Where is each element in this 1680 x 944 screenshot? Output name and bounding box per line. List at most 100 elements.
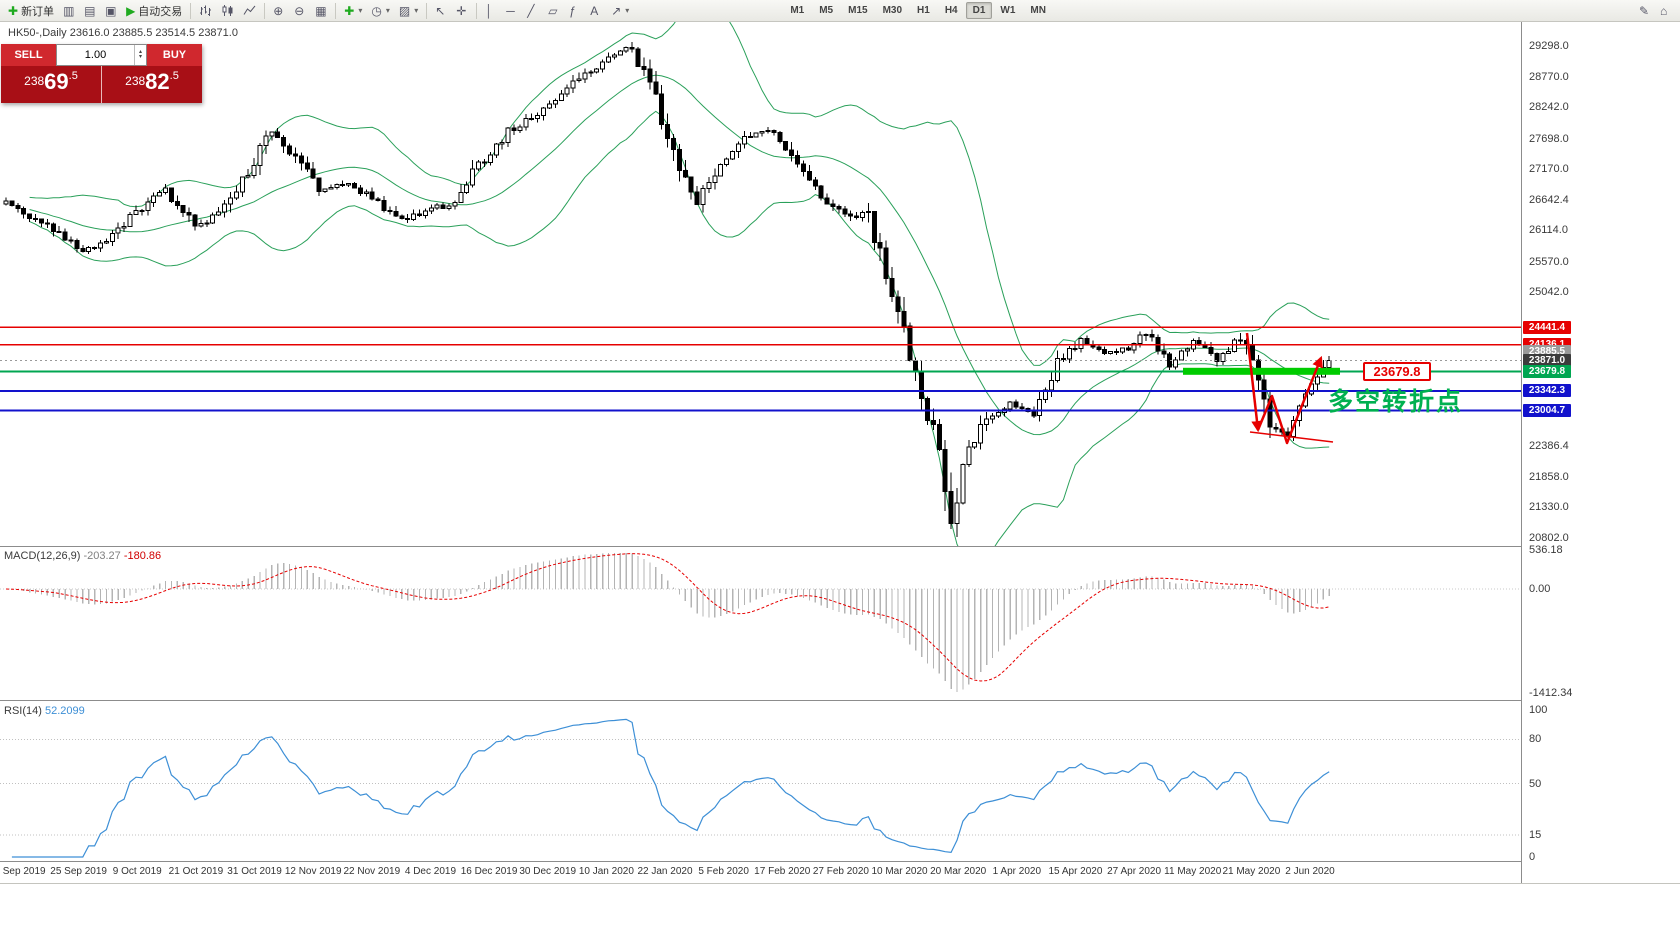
- spinner-down-icon[interactable]: ▾: [138, 54, 142, 60]
- new-order-icon: ✚: [8, 3, 19, 18]
- timeframe-mn[interactable]: MN: [1030, 5, 1046, 16]
- home-button[interactable]: ⌂: [1656, 2, 1676, 20]
- line-chart-button[interactable]: [239, 2, 260, 20]
- rsi-axis-label: 100: [1529, 704, 1548, 716]
- volume-field[interactable]: 1.00 ▴ ▾: [56, 44, 147, 66]
- pencil-icon: ✎: [1639, 3, 1650, 18]
- autotrading-play-icon: ▶: [126, 3, 136, 18]
- buy-price-prefix: 238: [125, 74, 146, 88]
- price-chart-canvas[interactable]: [0, 22, 1521, 546]
- main-toolbar: ✚ 新订单 ▥ ▤ ▣ ▶ 自动交易 ⊕ ⊖ ▦ ✚ ▾ ◷ ▾ ▨ ▾ ↖ ✛ │ ─ ╱ ▱ ƒ A ↗ ▾ M1 M5 M15 M…: [0, 0, 1680, 22]
- channel-icon: ▱: [548, 3, 558, 18]
- date-label: 10 Jan 2020: [578, 866, 634, 877]
- rsi-axis-label: 80: [1529, 733, 1542, 746]
- zoom-in-button[interactable]: ⊕: [269, 2, 289, 20]
- date-label: 3 Sep 2019: [0, 866, 46, 877]
- data-window-button[interactable]: ▣: [101, 2, 121, 20]
- rsi-axis-label: 0: [1529, 851, 1536, 863]
- arrow-icon: ↗: [611, 3, 622, 18]
- macd-axis-label: 0.00: [1529, 583, 1551, 595]
- text-button[interactable]: A: [586, 2, 606, 20]
- rsi-indicator-label: RSI(14) 52.2099: [4, 705, 85, 717]
- timeframe-w1[interactable]: W1: [1000, 5, 1016, 16]
- autotrading-button[interactable]: ▶ 自动交易: [122, 2, 186, 20]
- sell-button[interactable]: SELL: [1, 44, 56, 66]
- timeframe-m1[interactable]: M1: [790, 5, 805, 16]
- buy-price-display[interactable]: 238 82.5: [102, 66, 202, 103]
- timeframe-m5[interactable]: M5: [819, 5, 834, 16]
- spinner-up-icon[interactable]: ▴: [138, 49, 142, 55]
- chevron-down-icon: ▾: [414, 6, 419, 15]
- tile-windows-button[interactable]: ▦: [311, 2, 331, 20]
- date-label: 27 Apr 2020: [1107, 866, 1162, 877]
- profiles-button[interactable]: ▤: [80, 2, 100, 20]
- macd-axis-label: 536.18: [1529, 543, 1563, 556]
- new-order-button[interactable]: ✚ 新订单: [4, 2, 58, 20]
- one-click-trading-panel: SELL 1.00 ▴ ▾ BUY 238 69.5 238 82.5: [1, 44, 202, 103]
- chart-window-button[interactable]: ▥: [59, 2, 79, 20]
- zoom-out-icon: ⊖: [294, 3, 305, 18]
- quick-edit-button[interactable]: ✎: [1635, 2, 1655, 20]
- timeframe-h1[interactable]: H1: [917, 5, 930, 16]
- toolbar-separator: [190, 2, 192, 19]
- autotrading-button-label: 自动交易: [138, 5, 183, 18]
- date-axis[interactable]: 3 Sep 2019 25 Sep 2019 9 Oct 2019 21 Oct 20…: [0, 862, 1521, 883]
- chart-window[interactable]: 29298.0 28770.0 28242.0 27698.0 27170.0 26642…: [0, 22, 1680, 944]
- crosshair-button[interactable]: ✛: [452, 2, 472, 20]
- date-label: 27 Feb 2020: [812, 866, 869, 877]
- fibonacci-button[interactable]: ƒ: [565, 2, 585, 20]
- date-label: 10 Mar 2020: [871, 866, 928, 877]
- volume-spinner[interactable]: ▴ ▾: [134, 45, 146, 65]
- arrows-button[interactable]: ↗ ▾: [607, 2, 633, 20]
- price-axis-label: 25042.0: [1529, 286, 1569, 299]
- timeframe-m15[interactable]: M15: [848, 5, 868, 16]
- timeframe-m30[interactable]: M30: [882, 5, 903, 16]
- price-axis-label: 27170.0: [1529, 163, 1569, 176]
- price-axis[interactable]: 29298.0 28770.0 28242.0 27698.0 27170.0 26642…: [1522, 22, 1680, 883]
- channel-button[interactable]: ▱: [544, 2, 564, 20]
- price-axis-label: 28242.0: [1529, 101, 1569, 114]
- turning-point-annotation: 多空转折点: [1328, 388, 1464, 416]
- rsi-name: RSI(14): [4, 705, 42, 717]
- price-tag-support-1: 23342.3: [1523, 384, 1571, 398]
- chevron-down-icon: ▾: [385, 6, 390, 15]
- date-label: 20 Mar 2020: [930, 866, 987, 877]
- template-icon: ▨: [398, 3, 411, 18]
- horizontal-line-button[interactable]: ─: [502, 2, 522, 20]
- rsi-value: 52.2099: [44, 705, 85, 717]
- indicators-button[interactable]: ✚ ▾: [340, 2, 366, 20]
- cursor-button[interactable]: ↖: [431, 2, 451, 20]
- bar-chart-button[interactable]: [195, 2, 216, 20]
- vertical-line-button[interactable]: │: [481, 2, 501, 20]
- panel-separator[interactable]: [0, 700, 1680, 701]
- chevron-down-icon: ▾: [358, 6, 363, 15]
- sell-price-display[interactable]: 238 69.5: [1, 66, 102, 103]
- toolbar-separator: [476, 2, 478, 19]
- zoom-out-button[interactable]: ⊖: [290, 2, 310, 20]
- buy-button[interactable]: BUY: [147, 44, 202, 66]
- periods-button[interactable]: ◷ ▾: [367, 2, 394, 20]
- panel-separator[interactable]: [0, 861, 1680, 862]
- panel-separator[interactable]: [0, 546, 1680, 547]
- price-level-callout[interactable]: 23679.8: [1363, 362, 1431, 381]
- candle-chart-button[interactable]: [217, 2, 238, 20]
- price-axis-border: [1521, 22, 1522, 883]
- rsi-axis-label: 15: [1529, 828, 1542, 841]
- timeframe-d1[interactable]: D1: [965, 2, 993, 19]
- price-axis-label: 25570.0: [1529, 255, 1569, 268]
- symbol-ohlc-label: HK50-,Daily 23616.0 23885.5 23514.5 2387…: [8, 27, 238, 39]
- sell-price-prefix: 238: [24, 74, 45, 88]
- toolbar-separator: [264, 2, 266, 19]
- macd-name: MACD(12,26,9): [4, 550, 81, 562]
- price-axis-label: 22386.4: [1529, 440, 1569, 453]
- macd-panel-canvas[interactable]: [0, 547, 1521, 700]
- timeframe-h4[interactable]: H4: [944, 5, 958, 16]
- templates-button[interactable]: ▨ ▾: [395, 2, 422, 20]
- text-icon: A: [590, 3, 599, 18]
- trendline-button[interactable]: ╱: [523, 2, 543, 20]
- line-chart-icon: [243, 4, 256, 17]
- rsi-axis-label: 50: [1529, 777, 1542, 790]
- rsi-panel-canvas[interactable]: [0, 701, 1521, 861]
- toolbar-separator: [426, 2, 428, 19]
- price-axis-label: 29298.0: [1529, 40, 1569, 52]
